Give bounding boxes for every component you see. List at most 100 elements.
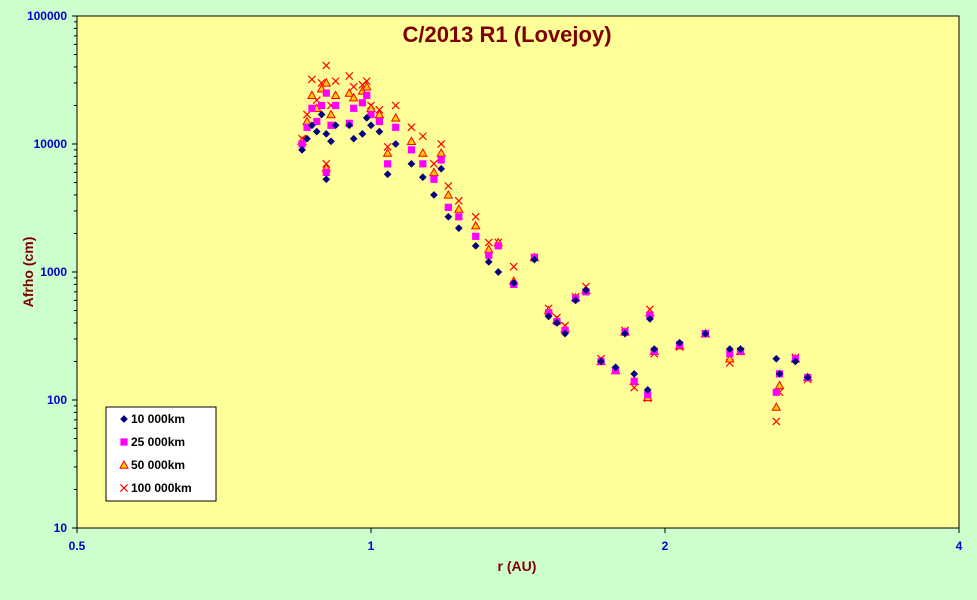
data-point [375,117,383,126]
data-point [803,373,812,382]
data-point [437,139,446,149]
legend: 10 000km 25 000km 50 000km 100 000km [105,406,217,502]
data-point [429,190,438,199]
legend-label: 10 000km [131,412,185,426]
data-point [726,350,734,358]
data-point [303,110,312,119]
data-point [327,137,335,146]
data-point [429,167,439,177]
data-point [772,417,781,426]
data-point [313,117,321,126]
y-tick-label: 100 [47,393,67,407]
data-point [470,220,481,230]
data-point [417,148,428,157]
data-point [582,286,590,295]
data-point [362,113,371,122]
data-point [736,345,745,354]
chart-title: C/2013 R1 (Lovejoy) [402,22,611,47]
data-point [307,90,317,100]
data-point [349,134,358,143]
data-point [471,241,480,250]
data-point [772,354,781,363]
data-point [407,146,416,154]
data-point [774,380,785,390]
data-point [494,268,503,276]
data-point [326,109,336,119]
data-point [308,104,316,112]
data-point [330,90,341,100]
data-point [494,242,502,250]
data-point [471,212,480,221]
data-point [322,129,331,138]
data-point [322,168,330,176]
data-point [391,140,400,148]
data-point [332,101,340,110]
data-point [571,296,580,305]
data-point [298,140,306,148]
data-point [509,262,518,271]
data-point [391,101,400,110]
data-point [344,88,355,97]
data-point [312,127,321,136]
data-point [322,175,331,184]
data-point [406,136,417,145]
series-10-000km [298,110,812,394]
legend-marker [120,415,128,423]
data-point [544,312,553,321]
y-tick-label: 1000 [40,265,67,279]
data-point [530,255,539,264]
data-point [358,99,367,107]
data-point [407,159,416,168]
data-point [322,61,331,70]
data-point [322,89,330,97]
data-point [645,314,654,323]
x-tick-label: 0.5 [69,539,86,553]
data-point [453,204,464,213]
data-point [455,213,463,221]
data-point [367,110,375,119]
data-point [724,353,735,363]
data-point [430,175,438,183]
data-point [725,345,734,354]
data-point [485,251,493,259]
data-point [317,110,326,119]
data-point [509,279,518,287]
legend-box [105,406,217,502]
data-point [350,104,358,112]
data-point [437,156,445,164]
data-point [621,329,629,338]
data-point [561,329,569,338]
x-axis-label: r (AU) [498,558,537,574]
data-point [484,257,493,266]
data-point [367,121,375,130]
data-point [307,121,316,130]
data-point [775,369,784,378]
data-point [392,123,400,131]
data-point [454,196,463,205]
axes: 10 100 1000 10000 100000 0.5 1 2 4 [27,9,963,553]
data-point [675,338,684,347]
legend-marker [120,438,128,446]
data-point [630,369,639,378]
data-point [597,357,605,366]
y-tick-label: 10000 [34,137,68,151]
legend-label: 50 000km [131,458,185,472]
data-point [444,181,453,190]
data-point [772,388,780,396]
x-tick-label: 2 [662,539,669,553]
data-point [307,75,316,84]
data-point [327,121,335,129]
y-tick-label: 10 [54,521,68,535]
data-point [383,170,392,179]
data-point [362,77,371,86]
plot-area [76,15,960,529]
data-point [552,318,561,327]
data-point [429,159,438,168]
data-point [643,385,652,394]
data-point [611,363,620,372]
data-point [345,71,354,80]
data-point [444,203,452,211]
data-point [484,238,493,247]
